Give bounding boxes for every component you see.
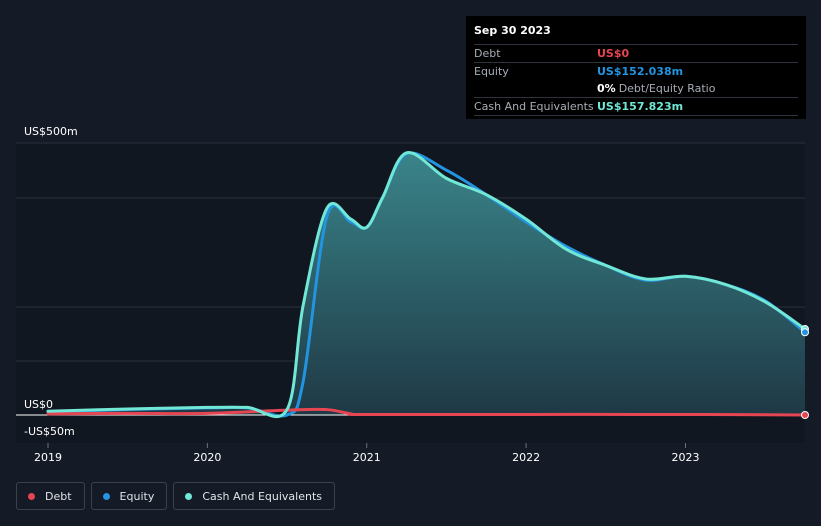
x-tick-label-2: 2021 <box>353 451 381 464</box>
legend-item-cash[interactable]: Cash And Equivalents <box>173 482 335 510</box>
tooltip-cash-label: Cash And Equivalents <box>474 100 594 113</box>
cash-line <box>46 151 807 418</box>
y-tick-label-1: US$0 <box>24 398 53 411</box>
x-tick-label-1: 2020 <box>193 451 221 464</box>
legend: Debt Equity Cash And Equivalents <box>16 482 335 510</box>
legend-label-equity: Equity <box>119 489 155 503</box>
tooltip-cash-value: US$157.823m <box>597 100 684 113</box>
debt-end-marker <box>801 411 809 419</box>
axes: US$500m US$0 -US$50m 2019 2020 2021 2022 2023 <box>24 125 699 464</box>
tooltip-equity-value: US$152.038m <box>597 65 684 78</box>
tooltip-ratio-label: Debt/Equity Ratio <box>618 82 716 95</box>
x-tick-label-3: 2022 <box>512 451 540 464</box>
plot-area <box>16 142 809 443</box>
legend-item-debt[interactable]: Debt <box>16 482 85 510</box>
y-tick-label-2: -US$50m <box>24 425 75 438</box>
legend-label-debt: Debt <box>45 489 72 503</box>
equity-dot-icon <box>102 492 110 500</box>
y-tick-label-0: US$500m <box>24 125 78 138</box>
x-tick-label-0: 2019 <box>34 451 62 464</box>
tooltip-cash-row: Cash And Equivalents US$157.823m <box>474 97 798 116</box>
tooltip-equity-label: Equity <box>474 65 509 78</box>
cash-area-fill <box>48 152 805 417</box>
cash-dot-icon <box>185 492 193 500</box>
tooltip-debt-row: Debt US$0 <box>474 44 798 62</box>
debt-dot-icon <box>28 492 35 500</box>
tooltip-debt-value: US$0 <box>597 47 630 60</box>
tooltip-ratio-value: 0% <box>597 82 616 95</box>
debt-line <box>46 407 807 417</box>
tooltip-equity-row: Equity US$152.038m <box>474 62 798 80</box>
legend-item-equity[interactable]: Equity <box>90 482 168 510</box>
legend-label-cash: Cash And Equivalents <box>202 489 322 503</box>
equity-end-marker <box>801 328 809 337</box>
tooltip-panel: Sep 30 2023 Debt US$0 Equity US$152.038m… <box>466 16 806 119</box>
x-tick-label-4: 2023 <box>671 451 699 464</box>
tooltip-date: Sep 30 2023 <box>474 24 551 37</box>
tooltip-debt-label: Debt <box>474 47 501 60</box>
tooltip-ratio-row: 0% Debt/Equity Ratio <box>474 80 798 97</box>
